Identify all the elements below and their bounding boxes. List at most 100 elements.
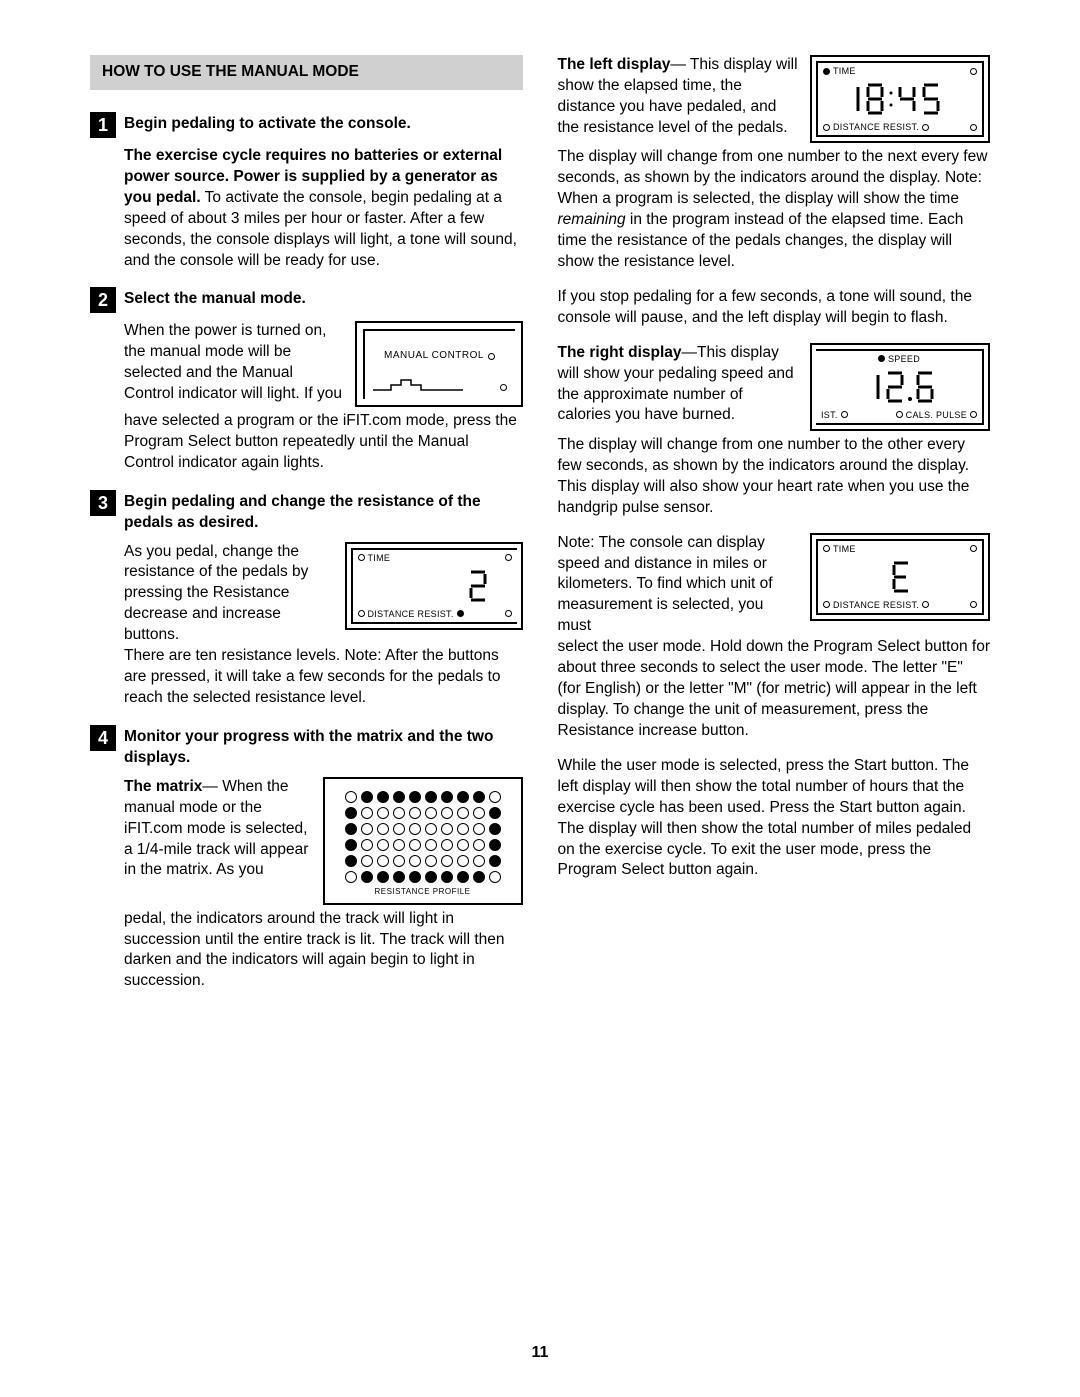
matrix-cell-icon	[345, 807, 357, 819]
right-display-label: The right display	[558, 344, 682, 361]
matrix-cell-icon	[473, 823, 485, 835]
note-text-b: select the user mode. Hold down the Prog…	[558, 638, 991, 739]
matrix-cell-icon	[457, 839, 469, 851]
left-display-text-c: If you stop pedaling for a few seconds, …	[558, 287, 991, 329]
indicator-dot-icon	[970, 601, 977, 608]
matrix-cell-icon	[441, 855, 453, 867]
step-4-title: Monitor your progress with the matrix an…	[124, 725, 523, 769]
step-number-icon: 3	[90, 490, 116, 516]
matrix-cell-icon	[425, 823, 437, 835]
step-number-icon: 1	[90, 112, 116, 138]
matrix-cell-icon	[393, 823, 405, 835]
left-display-text-b: The display will change from one number …	[558, 147, 991, 273]
resistance-display-figure: TIME DISTANCE RESIST.	[345, 542, 523, 630]
matrix-cell-icon	[345, 791, 357, 803]
matrix-cell-icon	[409, 839, 421, 851]
indicator-dot-icon	[823, 601, 830, 608]
distance-resist-label: DISTANCE RESIST.	[368, 608, 454, 620]
step-1-title: Begin pedaling to activate the console.	[124, 112, 411, 135]
time-label: TIME	[833, 543, 856, 555]
matrix-cell-icon	[441, 839, 453, 851]
lcd-value	[818, 79, 982, 119]
right-display-figure: SPEED IST. CALS. PULSE	[810, 343, 990, 431]
matrix-cell-icon	[457, 823, 469, 835]
manual-control-figure: MANUAL CONTROL	[355, 321, 523, 407]
indicator-dot-icon	[823, 545, 830, 552]
matrix-cell-icon	[473, 791, 485, 803]
matrix-cell-icon	[345, 823, 357, 835]
indicator-dot-icon	[505, 610, 512, 617]
indicator-dot-icon	[878, 355, 885, 362]
step-3-title: Begin pedaling and change the resistance…	[124, 490, 523, 534]
note-text-c: While the user mode is selected, press t…	[558, 756, 991, 882]
matrix-cell-icon	[489, 791, 501, 803]
lcd-value	[816, 367, 982, 407]
matrix-cell-icon	[393, 791, 405, 803]
indicator-dot-icon	[970, 124, 977, 131]
matrix-cell-icon	[473, 839, 485, 851]
unit-display-figure: TIME DISTANCE RESIST.	[810, 533, 990, 621]
matrix-cell-icon	[425, 855, 437, 867]
matrix-cell-icon	[457, 791, 469, 803]
right-column: TIME DISTANCE RESIST. The left display— …	[558, 55, 991, 1008]
matrix-cell-icon	[361, 839, 373, 851]
step-2-text-b: have selected a program or the iFIT.com …	[124, 412, 517, 471]
matrix-cell-icon	[425, 807, 437, 819]
step-4-body: RESISTANCE PROFILE The matrix— When the …	[124, 777, 523, 992]
matrix-cell-icon	[409, 807, 421, 819]
matrix-cell-icon	[441, 791, 453, 803]
matrix-cell-icon	[409, 823, 421, 835]
manual-control-label: MANUAL CONTROL	[384, 349, 484, 363]
indicator-dot-icon	[823, 124, 830, 131]
right-display-text-b: The display will change from one number …	[558, 435, 991, 519]
step-2-body: MANUAL CONTROL When the power is turned …	[124, 321, 523, 473]
matrix-cell-icon	[489, 839, 501, 851]
step-4: 4 Monitor your progress with the matrix …	[90, 725, 523, 769]
step-3-text-a: As you pedal, change the resistance of t…	[124, 543, 308, 644]
matrix-cell-icon	[345, 839, 357, 851]
matrix-cell-icon	[377, 807, 389, 819]
matrix-cell-icon	[425, 791, 437, 803]
matrix-cell-icon	[361, 807, 373, 819]
matrix-cell-icon	[425, 871, 437, 883]
matrix-cell-icon	[489, 855, 501, 867]
matrix-cell-icon	[489, 823, 501, 835]
text-b1: The display will change from one number …	[558, 148, 988, 207]
indicator-dot-icon	[358, 610, 365, 617]
step-3-body: TIME DISTANCE RESIST. As you pedal, chan…	[124, 542, 523, 709]
matrix-cell-icon	[489, 871, 501, 883]
profile-icon	[373, 377, 463, 391]
note-text-a: Note: The console can display speed and …	[558, 534, 773, 635]
matrix-cell-icon	[473, 807, 485, 819]
lcd-value	[353, 566, 517, 606]
step-2-title: Select the manual mode.	[124, 287, 306, 310]
matrix-cell-icon	[377, 823, 389, 835]
matrix-cell-icon	[361, 823, 373, 835]
matrix-cell-icon	[457, 807, 469, 819]
indicator-dot-icon	[505, 554, 512, 561]
indicator-dot-icon	[500, 384, 507, 391]
lcd-value	[818, 557, 982, 597]
indicator-dot-icon	[896, 411, 903, 418]
text-b2-italic: remaining	[558, 211, 626, 228]
cals-pulse-label: CALS. PULSE	[906, 409, 967, 421]
matrix-cell-icon	[409, 871, 421, 883]
step-2: 2 Select the manual mode.	[90, 287, 523, 313]
matrix-cell-icon	[377, 839, 389, 851]
left-display-figure: TIME DISTANCE RESIST.	[810, 55, 990, 143]
ist-label: IST.	[821, 409, 838, 421]
step-3: 3 Begin pedaling and change the resistan…	[90, 490, 523, 534]
left-display-section: TIME DISTANCE RESIST. The left display— …	[558, 55, 991, 147]
matrix-cell-icon	[393, 871, 405, 883]
speed-label: SPEED	[888, 353, 920, 365]
indicator-dot-icon	[488, 353, 495, 360]
step-1: 1 Begin pedaling to activate the console…	[90, 112, 523, 138]
matrix-cell-icon	[345, 871, 357, 883]
matrix-cell-icon	[441, 871, 453, 883]
matrix-cell-icon	[361, 871, 373, 883]
distance-resist-label: DISTANCE RESIST.	[833, 599, 919, 611]
matrix-cell-icon	[473, 871, 485, 883]
page-number: 11	[532, 1344, 549, 1362]
resistance-profile-label: RESISTANCE PROFILE	[343, 887, 503, 898]
indicator-dot-icon	[841, 411, 848, 418]
